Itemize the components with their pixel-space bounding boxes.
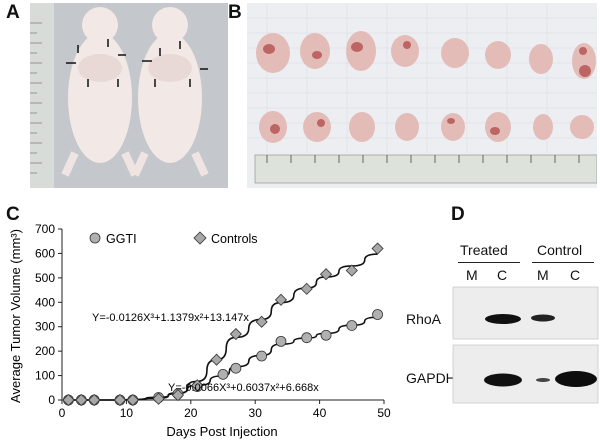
x-tick-label: 0 — [59, 406, 66, 420]
y-axis-label: Average Tumor Volume (mm³) — [8, 229, 23, 403]
controls-point — [210, 353, 223, 366]
controls-point — [88, 393, 101, 407]
band-rhoa-control-m — [531, 314, 555, 322]
x-tick-label: 30 — [249, 406, 263, 420]
x-tick-label: 40 — [313, 406, 327, 420]
controls-point — [255, 315, 268, 328]
panel-letter-d: D — [451, 204, 465, 225]
y-tick-label: 0 — [48, 393, 55, 407]
row-label-gapdh: GAPDH — [406, 370, 456, 386]
legend-marker-ggti — [89, 232, 101, 244]
controls-point — [229, 327, 242, 341]
lane-label-4: C — [570, 267, 581, 283]
ggti-point — [372, 309, 383, 320]
band-gapdh-treated-c — [484, 373, 522, 387]
fit-equation-controls: Y=-0.0126X³+1.1379x²+13.147x — [92, 312, 249, 324]
group-label-control: Control — [537, 242, 583, 258]
ggti-point — [275, 335, 287, 347]
group-label-treated: Treated — [460, 242, 508, 258]
ggti-point — [320, 329, 332, 341]
y-tick-label: 200 — [35, 344, 55, 358]
western-blot: Treated Control M C M C RhoA GAPDH — [400, 230, 600, 443]
y-tick-label: 100 — [35, 369, 55, 383]
x-tick-label: 50 — [377, 406, 391, 420]
tumors-photo — [247, 3, 597, 188]
x-ticks: 0 10 20 30 40 50 — [59, 400, 391, 420]
group-underline-control — [532, 262, 594, 263]
ggti-point — [230, 362, 242, 374]
legend-label-controls: Controls — [211, 232, 258, 246]
controls-point — [62, 393, 75, 407]
blot-image — [452, 286, 599, 404]
band-gapdh-control-m — [536, 378, 550, 382]
controls-point — [171, 389, 184, 402]
ggti-point — [256, 350, 268, 362]
y-tick-label: 500 — [35, 271, 55, 285]
panel-letter-c: C — [6, 204, 20, 225]
controls-point — [300, 282, 313, 295]
mice-illustration — [30, 3, 228, 188]
y-tick-label: 400 — [35, 295, 55, 309]
data-markers — [62, 242, 384, 407]
fit-curves — [68, 253, 378, 401]
lane-label-1: M — [466, 267, 478, 283]
controls-point — [345, 264, 358, 277]
lane-label-3: M — [537, 267, 549, 283]
legend-marker-controls — [193, 231, 207, 245]
row-label-rhoa: RhoA — [406, 311, 442, 327]
band-gapdh-control-c — [555, 371, 597, 387]
tumor-growth-chart: 0 100 200 300 400 500 600 700 0 10 20 30 40 50 Avera… — [8, 222, 391, 439]
panel-letter-b: B — [228, 2, 242, 23]
controls-point — [152, 392, 165, 405]
controls-point — [113, 393, 127, 407]
ggti-point — [301, 332, 313, 344]
controls-point — [371, 242, 384, 255]
blot-strip-rhoa — [452, 286, 599, 340]
controls-point — [319, 268, 333, 281]
ggti-point — [217, 368, 229, 380]
controls-point — [191, 379, 204, 392]
band-rhoa-treated-c — [485, 314, 521, 324]
x-tick-label: 20 — [184, 406, 198, 420]
tumors-illustration — [247, 3, 597, 188]
y-tick-label: 600 — [35, 246, 55, 260]
y-tick-label: 300 — [35, 320, 55, 334]
controls-point — [126, 393, 139, 407]
ggti-point — [346, 320, 358, 331]
mice-photo — [30, 3, 228, 188]
lane-label-2: C — [497, 267, 508, 283]
group-underline-treated — [458, 262, 520, 263]
controls-point — [274, 293, 288, 306]
y-tick-label: 700 — [35, 222, 55, 236]
x-axis-label: Days Post Injection — [166, 424, 277, 439]
legend-label-ggti: GGTI — [106, 232, 137, 246]
x-tick-label: 10 — [120, 406, 134, 420]
fit-curve-controls — [68, 253, 378, 401]
fit-equation-ggti: Y=-0.0066X³+0.6037x²+6.668x — [168, 382, 319, 394]
panel-letter-a: A — [6, 2, 20, 23]
y-ticks: 0 100 200 300 400 500 600 700 — [35, 222, 62, 407]
controls-point — [75, 393, 88, 407]
